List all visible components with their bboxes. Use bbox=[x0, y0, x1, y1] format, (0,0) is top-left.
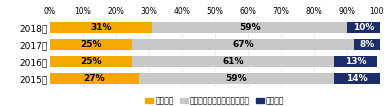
Bar bbox=[347, 22, 380, 33]
Bar bbox=[152, 22, 347, 33]
Text: 59%: 59% bbox=[226, 74, 247, 83]
Text: 10%: 10% bbox=[353, 23, 374, 32]
Text: 27%: 27% bbox=[84, 74, 105, 83]
Bar bbox=[334, 56, 377, 67]
Bar bbox=[50, 39, 132, 50]
Bar bbox=[50, 73, 139, 84]
Bar bbox=[132, 39, 354, 50]
Bar bbox=[132, 56, 334, 67]
Text: 61%: 61% bbox=[222, 57, 244, 66]
Text: 8%: 8% bbox=[359, 40, 374, 49]
Text: 31%: 31% bbox=[90, 23, 112, 32]
Text: 13%: 13% bbox=[345, 57, 366, 66]
Text: 25%: 25% bbox=[81, 40, 102, 49]
Text: 25%: 25% bbox=[81, 57, 102, 66]
Text: 59%: 59% bbox=[239, 23, 260, 32]
Bar bbox=[334, 73, 380, 84]
Bar bbox=[50, 22, 152, 33]
Bar bbox=[354, 39, 380, 50]
Text: 14%: 14% bbox=[346, 74, 368, 83]
Bar bbox=[50, 56, 132, 67]
Text: 67%: 67% bbox=[232, 40, 254, 49]
Bar bbox=[139, 73, 334, 84]
Legend: 増額予定, 賞与支給額は変わらない予定, 減額予定: 増額予定, 賞与支給額は変わらない予定, 減額予定 bbox=[146, 96, 285, 105]
